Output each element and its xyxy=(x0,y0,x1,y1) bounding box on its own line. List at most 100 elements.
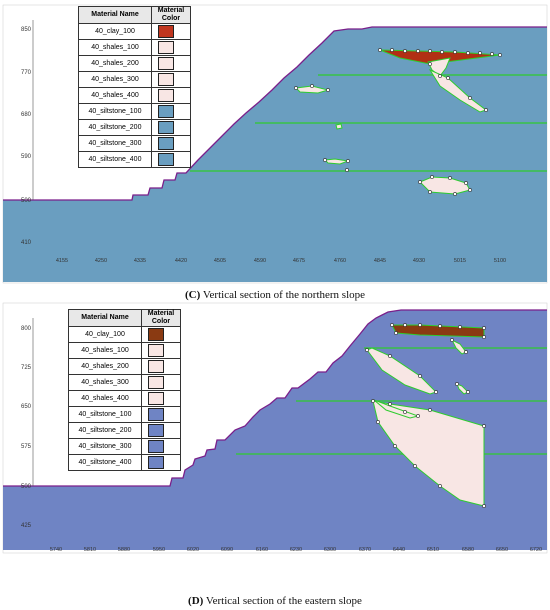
y-tick: 770 xyxy=(21,70,32,76)
shale-lens xyxy=(456,383,469,395)
legend-row: 40_shales_200 xyxy=(78,55,191,72)
mesh-vertices xyxy=(294,48,502,196)
legend-row: 40_siltstone_100 xyxy=(78,103,191,120)
material-color-swatch xyxy=(148,376,164,389)
material-name: 40_siltstone_300 xyxy=(78,135,152,152)
x-tick: 6160 xyxy=(256,547,268,553)
material-color-swatch xyxy=(148,456,164,469)
legend-row: 40_siltstone_300 xyxy=(78,135,191,152)
x-tick: 4760 xyxy=(334,258,346,264)
material-color-swatch xyxy=(148,408,164,421)
material-name: 40_clay_100 xyxy=(78,23,152,40)
x-tick: 5740 xyxy=(50,547,62,553)
legend-row: 40_siltstone_100 xyxy=(68,406,181,423)
x-tick: 6580 xyxy=(462,547,474,553)
y-tick: 850 xyxy=(21,27,32,33)
y-tick: 410 xyxy=(21,240,32,246)
y-tick: 575 xyxy=(21,444,32,450)
x-tick-labels: 4155 4250 4335 4420 4505 4590 4675 4760 … xyxy=(56,258,506,264)
x-tick: 6650 xyxy=(496,547,508,553)
y-tick: 650 xyxy=(21,404,32,410)
material-name: 40_shales_400 xyxy=(68,390,142,407)
material-name: 40_shales_200 xyxy=(78,55,152,72)
y-tick: 500 xyxy=(21,198,32,204)
x-tick: 4845 xyxy=(374,258,386,264)
material-name: 40_siltstone_200 xyxy=(78,119,152,136)
legend-row: 40_shales_200 xyxy=(68,358,181,375)
x-tick: 6230 xyxy=(290,547,302,553)
x-tick: 4250 xyxy=(95,258,107,264)
shale-lens xyxy=(450,338,467,355)
shale-lens xyxy=(428,68,488,113)
material-color-swatch xyxy=(148,360,164,373)
eastern-slope-section: 800 725 650 575 500 425 5740 5810 5880 5… xyxy=(0,300,550,585)
y-tick: 500 xyxy=(21,484,32,490)
shale-lens xyxy=(373,399,420,419)
caption-text: Vertical section of the eastern slope xyxy=(203,595,362,607)
x-tick: 6020 xyxy=(187,547,199,553)
northern-slope-diagram: 850 770 680 590 500 410 4155 4250 4335 4… xyxy=(2,4,548,284)
legend-row: 40_shales_300 xyxy=(78,71,191,88)
legend-row: 40_siltstone_400 xyxy=(78,151,191,168)
shale-lens xyxy=(335,123,343,130)
legend-header-color: Material Color xyxy=(141,309,181,327)
x-tick: 4155 xyxy=(56,258,68,264)
caption-eastern-slope: (D) Vertical section of the eastern slop… xyxy=(0,595,550,607)
x-tick: 4675 xyxy=(293,258,305,264)
material-color-swatch xyxy=(148,392,164,405)
material-color-swatch xyxy=(148,440,164,453)
material-name: 40_siltstone_100 xyxy=(68,406,142,423)
x-tick: 5950 xyxy=(153,547,165,553)
material-color-swatch xyxy=(158,105,174,118)
mesh-vertices xyxy=(365,323,486,508)
material-name: 40_clay_100 xyxy=(68,326,142,343)
x-tick: 6370 xyxy=(359,547,371,553)
caption-letter: (C) xyxy=(184,289,201,301)
material-color-swatch xyxy=(158,73,174,86)
x-tick: 4505 xyxy=(214,258,226,264)
y-tick: 800 xyxy=(21,326,32,332)
x-tick: 6720 xyxy=(530,547,542,553)
material-legend: Material Name Material Color 40_clay_100… xyxy=(68,309,181,471)
shale-lens xyxy=(323,158,350,165)
material-name: 40_siltstone_400 xyxy=(68,454,142,471)
material-color-swatch xyxy=(158,121,174,134)
x-tick: 5810 xyxy=(84,547,96,553)
legend-header-name: Material Name xyxy=(78,6,152,24)
shale-lens xyxy=(372,400,485,507)
material-color-swatch xyxy=(148,328,164,341)
shale-lens xyxy=(427,57,451,77)
x-tick: 5880 xyxy=(118,547,130,553)
material-color-swatch xyxy=(158,153,174,166)
material-name: 40_shales_200 xyxy=(68,358,142,375)
legend-row: 40_shales_300 xyxy=(68,374,181,391)
material-name: 40_shales_300 xyxy=(68,374,142,391)
material-legend: Material Name Material Color 40_clay_100… xyxy=(78,6,191,168)
legend-row: 40_shales_100 xyxy=(78,39,191,56)
northern-slope-section: 850 770 680 590 500 410 4155 4250 4335 4… xyxy=(0,0,550,285)
material-name: 40_siltstone_300 xyxy=(68,438,142,455)
x-tick: 4590 xyxy=(254,258,266,264)
material-color-swatch xyxy=(148,424,164,437)
x-tick: 4930 xyxy=(413,258,425,264)
material-color-swatch xyxy=(158,41,174,54)
ground-surface-line xyxy=(3,26,547,201)
x-tick: 5100 xyxy=(494,258,506,264)
legend-row: 40_clay_100 xyxy=(68,326,181,343)
x-tick: 6090 xyxy=(221,547,233,553)
y-tick: 680 xyxy=(21,112,32,118)
material-name: 40_siltstone_400 xyxy=(78,151,152,168)
material-name: 40_siltstone_100 xyxy=(78,103,152,120)
material-color-swatch xyxy=(158,137,174,150)
x-tick: 6300 xyxy=(324,547,336,553)
y-tick: 725 xyxy=(21,365,32,371)
caption-letter: (D) xyxy=(188,595,204,607)
legend-row: 40_siltstone_200 xyxy=(68,422,181,439)
x-tick: 6510 xyxy=(427,547,439,553)
shale-lens xyxy=(294,85,330,94)
material-name: 40_shales_400 xyxy=(78,87,152,104)
ground-surface-line xyxy=(3,309,547,487)
legend-header-color: Material Color xyxy=(151,6,191,24)
material-color-swatch xyxy=(158,25,174,38)
x-tick: 6440 xyxy=(393,547,405,553)
